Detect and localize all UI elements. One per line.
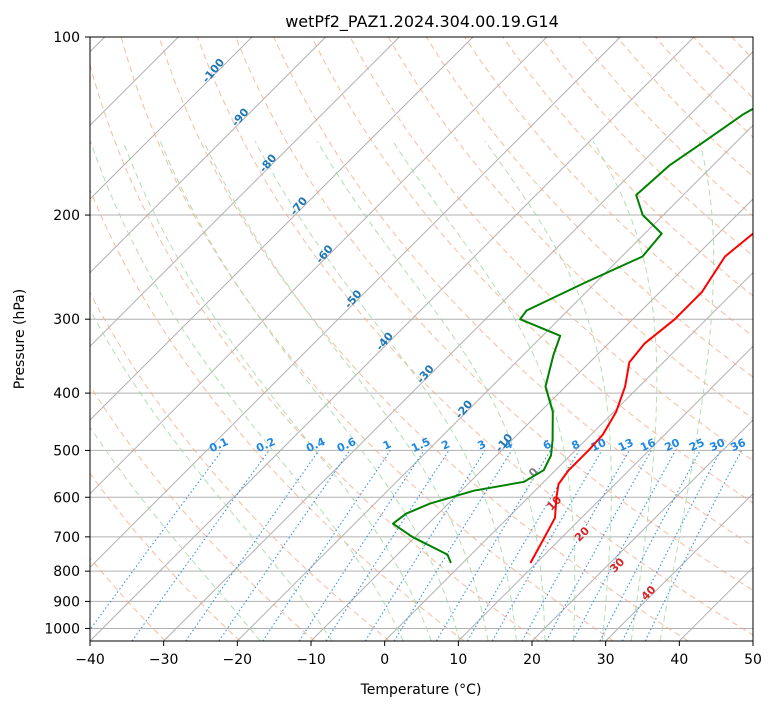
- temperature-profile-line: [529, 232, 753, 564]
- moist-adiabat: [203, 140, 489, 641]
- mixing-ratio-label: 20: [663, 436, 683, 454]
- mixing-ratio-line: [298, 450, 425, 641]
- dry-adiabat: [311, 37, 753, 504]
- x-tick-label: 10: [449, 652, 467, 668]
- mixing-ratio-label: 30: [708, 436, 728, 454]
- isotherm-gridline: [163, 50, 753, 641]
- mixing-ratio-label: 36: [729, 436, 749, 454]
- y-tick-label: 900: [53, 594, 80, 610]
- chart-title: wetPf2_PAZ1.2024.304.00.19.G14: [285, 12, 559, 32]
- mixing-ratio-line: [90, 450, 223, 631]
- dry-adiabat: [425, 37, 753, 378]
- mixing-ratio-line: [262, 450, 391, 641]
- isotherm-gridline: [90, 37, 621, 569]
- mixing-ratio-line: [545, 450, 652, 641]
- plot-area: 0.1 0.2 0.4 0.6 1 1.5 2 3 4 6 8 10 13 16 20 25 30 36-100-…: [90, 37, 775, 641]
- moist-adiabat: [484, 140, 612, 641]
- isotherm-gridline: [384, 271, 753, 641]
- isotherm-gridline: [605, 492, 753, 641]
- x-axis-label: Temperature (°C): [360, 682, 482, 698]
- x-tick-label: −20: [223, 652, 253, 668]
- y-tick-label: 400: [53, 386, 80, 402]
- moist-adiabat: [90, 141, 404, 641]
- moist-adiabat: [159, 141, 461, 641]
- mixing-ratio-line: [572, 450, 676, 641]
- isotherm-gridline: [90, 37, 548, 495]
- mixing-ratio-line: [644, 450, 742, 641]
- moist-adiabat: [316, 140, 546, 641]
- y-tick-label: 200: [53, 208, 80, 224]
- y-tick-label: 1000: [44, 621, 80, 637]
- moist-adiabat: [392, 140, 576, 641]
- x-tick-label: 40: [670, 652, 688, 668]
- dry-adiabat: [90, 188, 465, 641]
- mixing-ratio-line: [325, 450, 450, 641]
- x-tick-label: 50: [744, 652, 762, 668]
- x-tick-label: −40: [75, 652, 105, 668]
- y-axis-label: Pressure (hPa): [12, 289, 28, 389]
- plot-frame: [89, 36, 754, 642]
- y-tick-label: 700: [53, 530, 80, 546]
- x-tick-label: −30: [149, 652, 179, 668]
- y-tick-label: 300: [53, 312, 80, 328]
- isotherm-gridline: [90, 37, 327, 274]
- mixing-ratio-label: 10: [589, 436, 609, 454]
- moist-adiabat: [90, 308, 333, 641]
- y-tick-label: 600: [53, 490, 80, 506]
- mixing-ratio-label: 16: [638, 436, 658, 454]
- y-tick-label: 100: [53, 30, 80, 46]
- isotherm-gridline: [310, 198, 753, 641]
- dry-adiabat: [90, 291, 390, 641]
- dry-adiabat: [90, 384, 316, 641]
- x-tick-label: −10: [296, 652, 326, 668]
- mixing-ratio-line: [185, 450, 320, 641]
- dry-adiabat: [502, 37, 753, 297]
- dry-adiabat: [235, 37, 753, 591]
- x-tick-label: 0: [380, 652, 389, 668]
- axis-ticks: −40 −30 −20 −10 0 10 20 30 40 50 100 200 300 400 500 60…: [44, 30, 762, 668]
- mixing-ratio-label: 13: [616, 436, 635, 454]
- dry-adiabat: [273, 37, 753, 547]
- mixing-ratio-line: [621, 450, 722, 641]
- dewpoint-profile-line: [392, 107, 753, 564]
- dry-adiabat: [158, 37, 689, 641]
- y-tick-label: 500: [53, 443, 80, 459]
- y-tick-label: 800: [53, 564, 80, 580]
- mixing-ratio-line: [131, 450, 270, 641]
- isotherm-gridline: [531, 419, 753, 641]
- moist-adiabat: [90, 426, 261, 641]
- isotherm-gridline: [90, 37, 474, 421]
- isotherm-gridline: [90, 37, 400, 348]
- mixing-ratio-label: 25: [687, 436, 706, 454]
- mixing-ratio-line: [521, 450, 630, 641]
- isotherm-gridline: [90, 37, 695, 641]
- x-tick-label: 20: [523, 652, 541, 668]
- dry-adiabat: [120, 37, 614, 641]
- x-tick-label: 30: [597, 652, 615, 668]
- mixing-ratio-line: [393, 450, 513, 641]
- plot-background: [90, 37, 753, 641]
- moist-adiabat: [592, 140, 658, 641]
- mixing-ratio-line: [218, 450, 351, 641]
- isotherm-gridline: [90, 37, 253, 200]
- moist-adiabat: [659, 141, 715, 641]
- dry-adiabat: [90, 62, 540, 641]
- isotherm-gridline: [752, 640, 753, 641]
- dry-adiabat: [770, 37, 775, 641]
- moist-adiabat: [122, 141, 432, 641]
- isotherm-gridline: [236, 124, 753, 641]
- dry-adiabat: [90, 472, 241, 641]
- isotherm-gridline: [457, 345, 753, 641]
